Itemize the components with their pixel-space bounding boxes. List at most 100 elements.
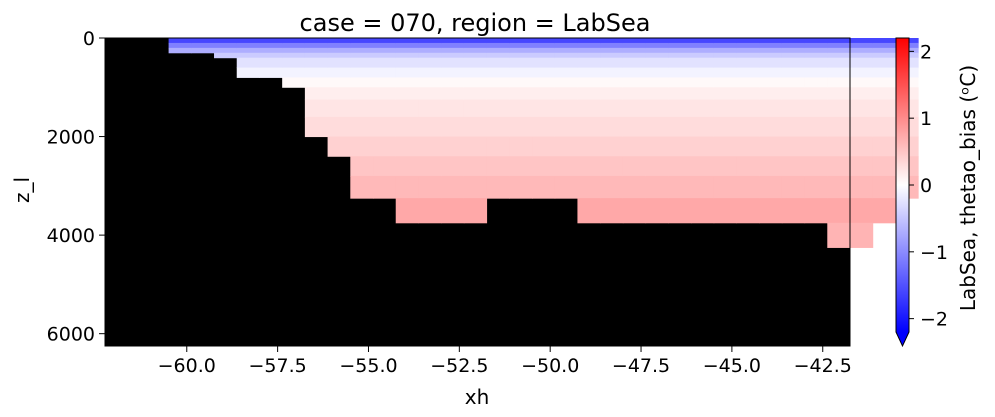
colorbar-tick-label: 1: [920, 108, 932, 130]
heatmap-cell: [872, 77, 896, 88]
heatmap-cell: [850, 198, 874, 224]
heatmap-cell: [441, 42, 465, 49]
heatmap-cell: [691, 77, 715, 88]
heatmap-cell: [191, 47, 215, 54]
heatmap-cell: [600, 38, 624, 44]
heatmap-cell: [736, 57, 760, 69]
heatmap-cell: [804, 42, 828, 49]
heatmap-cell: [327, 38, 351, 44]
heatmap-cell: [600, 52, 624, 59]
heatmap-cell: [781, 52, 806, 59]
heatmap-cell: [781, 198, 806, 224]
colorbar-label: LabSea, thetao_bias (ᵒC): [956, 65, 980, 311]
heatmap-cell: [668, 57, 692, 69]
heatmap-cell: [168, 38, 192, 44]
heatmap-cell: [259, 57, 283, 69]
heatmap-cell: [214, 38, 238, 44]
heatmap-cell: [395, 52, 419, 59]
heatmap-cell: [872, 136, 896, 157]
heatmap-cell: [395, 77, 419, 88]
heatmap-cell: [509, 38, 533, 44]
heatmap-cell: [713, 52, 737, 59]
heatmap-cell: [441, 47, 465, 54]
heatmap-cell: [395, 175, 419, 199]
heatmap-cell: [668, 77, 692, 88]
heatmap-cell: [486, 42, 510, 49]
heatmap-cell: [600, 57, 624, 69]
heatmap-cell: [736, 52, 760, 59]
heatmap-cell: [804, 136, 828, 157]
heatmap-cell: [441, 198, 465, 224]
y-tick-label: 4000: [47, 225, 95, 247]
heatmap-cell: [395, 136, 419, 157]
heatmap-cell: [214, 52, 238, 59]
heatmap-cell: [713, 116, 737, 138]
heatmap-cell: [395, 156, 419, 177]
heatmap-cell: [827, 38, 851, 44]
heatmap-cell: [418, 57, 442, 69]
heatmap-cell: [645, 52, 669, 59]
heatmap-cell: [259, 67, 283, 78]
heatmap-cell: [804, 52, 828, 59]
heatmap-cell: [486, 116, 510, 138]
heatmap-cell: [532, 136, 556, 157]
heatmap-cell: [736, 156, 760, 177]
heatmap-cell: [736, 175, 760, 199]
heatmap-cell: [373, 99, 397, 118]
heatmap-cell: [759, 116, 783, 138]
heatmap-cell: [304, 47, 329, 54]
heatmap-cell: [781, 87, 806, 101]
heatmap-cell: [781, 38, 806, 44]
colorbar-tick-label: 0: [920, 175, 932, 197]
heatmap-cell: [872, 47, 896, 54]
heatmap-cell: [327, 136, 351, 157]
heatmap-cell: [441, 87, 465, 101]
heatmap-cell: [554, 67, 578, 78]
heatmap-cell: [850, 116, 874, 138]
x-tick-label: −47.5: [612, 355, 670, 377]
heatmap-cell: [327, 57, 351, 69]
heatmap-cell: [600, 99, 624, 118]
heatmap-cell: [168, 47, 192, 54]
heatmap-cell: [736, 77, 760, 88]
heatmap-cell: [736, 67, 760, 78]
heatmap-cell: [736, 198, 760, 224]
heatmap-cell: [509, 52, 533, 59]
heatmap-cell: [804, 38, 828, 44]
heatmap-cell: [736, 87, 760, 101]
heatmap-cell: [577, 52, 601, 59]
heatmap-cell: [668, 99, 692, 118]
heatmap-cell: [509, 156, 533, 177]
heatmap-cell: [509, 99, 533, 118]
heatmap-cell: [486, 87, 510, 101]
heatmap-cell: [418, 47, 442, 54]
heatmap-cell: [781, 175, 806, 199]
heatmap-cell: [645, 47, 669, 54]
heatmap-cell: [554, 42, 578, 49]
heatmap-cell: [373, 136, 397, 157]
heatmap-cell: [804, 57, 828, 69]
heatmap-cell: [759, 47, 783, 54]
heatmap-cell: [373, 67, 397, 78]
heatmap-cell: [713, 67, 737, 78]
heatmap-cell: [554, 99, 578, 118]
heatmap-cell: [668, 116, 692, 138]
heatmap-cell: [373, 52, 397, 59]
heatmap-cell: [827, 175, 851, 199]
heatmap-cell: [236, 57, 260, 69]
heatmap-cell: [509, 77, 533, 88]
heatmap-cell: [577, 87, 601, 101]
heatmap-cell: [759, 67, 783, 78]
heatmap-cell: [418, 38, 442, 44]
heatmap-cell: [282, 52, 306, 59]
heatmap-cell: [486, 57, 510, 69]
heatmap-cell: [759, 77, 783, 88]
heatmap-cell: [304, 116, 329, 138]
heatmap-cell: [463, 116, 488, 138]
heatmap-cell: [759, 57, 783, 69]
heatmap-cell: [282, 57, 306, 69]
heatmap-cell: [781, 156, 806, 177]
heatmap-cell: [804, 198, 828, 224]
heatmap-cell: [622, 47, 647, 54]
heatmap-cell: [532, 175, 556, 199]
